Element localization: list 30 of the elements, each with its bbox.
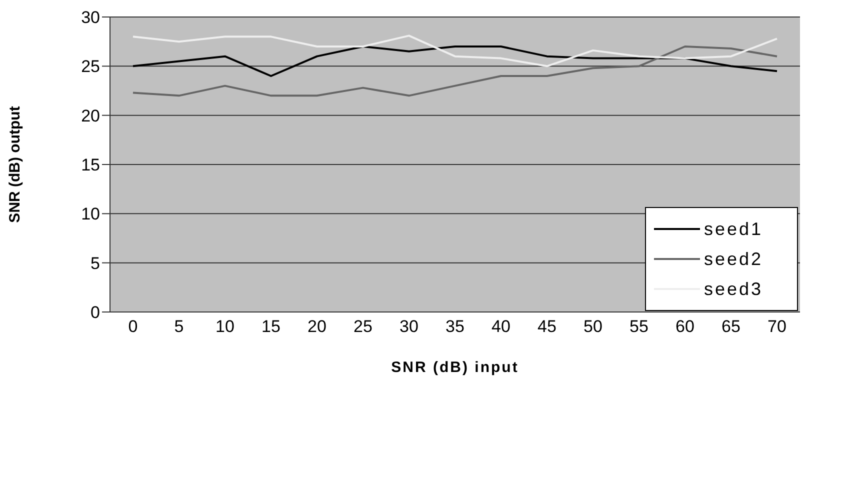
x-tick-label: 10: [216, 317, 234, 336]
legend-label: seed3: [704, 278, 764, 300]
y-tick-label: 0: [90, 303, 100, 322]
x-tick-label: 60: [676, 317, 694, 336]
y-axis-title: SNR (dB) output: [6, 106, 24, 223]
x-tick-label: 40: [492, 317, 510, 336]
x-tick-label: 15: [262, 317, 280, 336]
y-tick-label: 25: [81, 57, 100, 76]
x-tick-label: 20: [308, 317, 326, 336]
y-tick-label: 10: [81, 204, 100, 224]
line-series: [132, 46, 778, 97]
line-series: [132, 46, 778, 77]
x-tick-label: 0: [128, 317, 138, 336]
x-tick-label: 45: [538, 317, 556, 336]
x-tick-label: 65: [722, 317, 740, 336]
x-tick-label: 25: [354, 317, 372, 336]
y-tick-label: 5: [90, 254, 100, 273]
x-tick-label: 30: [400, 317, 418, 336]
y-tick-label: 15: [81, 156, 100, 175]
x-tick-label: 35: [446, 317, 464, 336]
y-tick-label: 30: [81, 8, 100, 28]
legend-label: seed1: [704, 218, 764, 240]
x-axis-title: SNR (dB) input: [391, 359, 519, 376]
y-tick-label: 20: [81, 106, 100, 126]
x-tick-label: 70: [768, 317, 786, 336]
x-tick-label: 5: [174, 317, 184, 336]
line-series: [132, 34, 778, 68]
legend-label: seed2: [704, 248, 764, 270]
x-tick-label: 55: [630, 317, 648, 336]
x-tick-label: 50: [584, 317, 602, 336]
